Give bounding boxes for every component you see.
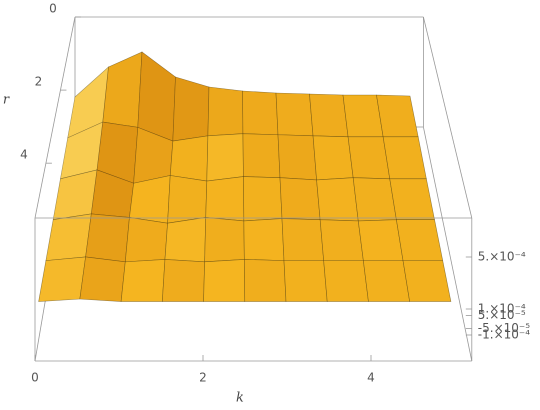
surface-shade <box>309 94 349 137</box>
surface-shade <box>278 134 317 180</box>
z-tick-label: 5.×10⁻⁴ <box>478 250 526 264</box>
surface-shade <box>91 169 134 218</box>
surface-shade <box>343 95 384 137</box>
surface-shade <box>313 136 353 180</box>
surface-shade <box>85 213 130 262</box>
surface-shade <box>97 122 138 184</box>
surface-shade <box>204 259 245 301</box>
surface-shade <box>133 127 173 184</box>
box-edge <box>423 126 473 362</box>
surface-shade <box>403 260 451 302</box>
surface-shade <box>162 259 205 302</box>
surface-shade <box>243 177 282 221</box>
surface-shade <box>244 219 284 261</box>
surface-shade <box>242 91 278 135</box>
box-front: 0 2 4 0 2 4 5.×10⁻⁴ 1.×10⁻⁴5.×10⁻⁵-5.×10⁻⁵-1.×1… <box>20 2 530 385</box>
y-tick-label: 0 <box>49 2 57 16</box>
surface-shade <box>125 217 168 262</box>
surface-shade <box>53 169 98 220</box>
x-tick-label: 4 <box>367 371 375 385</box>
surface-shade <box>38 256 86 302</box>
z-tick-label: -5.×10⁻⁵ <box>478 321 530 335</box>
surface-shade <box>67 67 109 138</box>
surface-shade <box>137 52 176 142</box>
surface-shade <box>363 260 410 302</box>
surface-shade <box>206 177 244 221</box>
surface-shade <box>396 219 443 261</box>
surface-patch <box>402 260 452 302</box>
surface-shade <box>348 136 390 179</box>
surface-shade <box>242 133 280 178</box>
x-tick-label: 2 <box>199 371 207 385</box>
surface-shade <box>284 260 328 302</box>
surface-shade <box>323 260 369 302</box>
surface-shade <box>172 77 209 142</box>
x-axis-label: k <box>236 391 244 406</box>
x-tick-label: 0 <box>31 371 39 385</box>
y-tick-label: 2 <box>35 75 43 89</box>
surface-shade <box>282 218 324 261</box>
z-tick-label: 1.×10⁻⁴ <box>478 302 526 316</box>
surface-shade <box>358 220 403 261</box>
surface-shade <box>79 256 126 302</box>
z-tick-label: -1.×10⁻⁴ <box>478 328 530 342</box>
surface-shade <box>102 52 142 128</box>
surface-shade <box>320 219 364 261</box>
y-axis-label: r <box>3 93 10 108</box>
surface-shade <box>383 136 427 179</box>
surface-shade <box>206 133 244 182</box>
surface-shade <box>376 95 419 137</box>
surface-shade <box>170 136 208 181</box>
surface-shade <box>280 177 321 220</box>
z-tick-label: 5.×10⁻⁵ <box>478 308 526 322</box>
surface <box>38 51 452 302</box>
surface-shade <box>167 175 207 224</box>
surface-shade <box>45 213 92 261</box>
surface-shade <box>121 259 165 301</box>
surface-shade <box>353 177 397 221</box>
y-tick-label: 4 <box>20 148 28 162</box>
box-edge <box>423 16 473 219</box>
surface-shade <box>389 178 435 220</box>
surface-shade <box>204 217 245 262</box>
box-edge <box>34 16 76 219</box>
surface-shade <box>276 93 314 136</box>
surface-shade <box>165 217 206 261</box>
surface-shade <box>317 178 359 221</box>
surface-shade <box>207 87 243 136</box>
surface-shade <box>244 259 286 302</box>
surface-shade <box>60 122 103 179</box>
